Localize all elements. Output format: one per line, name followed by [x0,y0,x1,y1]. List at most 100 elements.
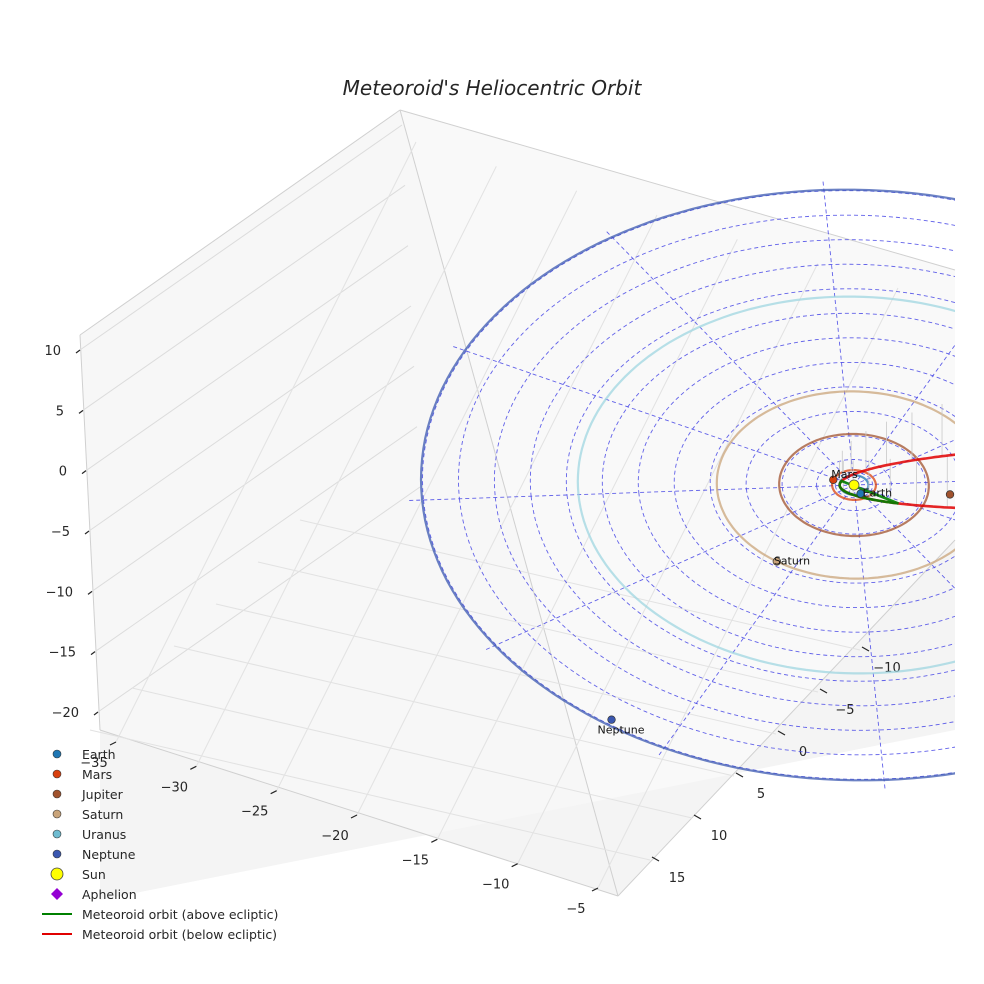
z-tick [78,409,84,414]
orbit-saturn [715,390,955,580]
z-gridline [88,305,412,532]
y-tick-label: 0 [799,745,807,760]
legend-marker [50,867,64,881]
z-tick [75,349,81,354]
z-tick [90,651,96,656]
legend-label: Saturn [82,806,124,822]
legend-symbol [40,824,74,844]
y-tick-label: 10 [711,829,728,844]
x-tick [270,790,277,795]
x-tick-label: −25 [241,805,268,820]
x-gridline [436,239,738,840]
neptune-label: Neptune [598,724,645,737]
legend-label: Uranus [82,826,127,842]
earth-label: Earth [863,487,893,500]
neptune-marker [607,715,616,724]
meteoroid-orbit [838,403,955,510]
z-gridline [91,365,415,592]
pane-edge [399,109,619,897]
x-tick-label: −5 [566,902,585,917]
orbit-neptune [419,188,955,782]
y-gridline [173,645,735,777]
z-tick-label: −15 [49,646,76,661]
legend-symbol [40,924,74,944]
floor-pane [100,540,955,900]
back-pane [80,110,618,896]
chart-title: Meteoroid's Heliocentric Orbit [343,76,643,100]
legend-item: Saturn [40,804,278,824]
legend-symbol [40,744,74,764]
pane-edge [79,109,401,336]
z-tick [93,711,99,716]
z-gridline [79,124,403,351]
x-tick [591,887,599,892]
legend-marker [52,789,62,799]
x-tick [350,814,358,819]
y-tick-label: 5 [757,787,765,802]
x-gridline [517,263,819,864]
x-tick [190,765,197,770]
axis-ticks: 1050−5−10−15−20−35−30−25−20−15−10−5−10−5… [44,344,900,917]
axis-panes [79,109,956,900]
z-tick-label: 10 [44,344,61,359]
z-tick-label: −10 [46,585,73,600]
jupiter-marker [945,490,955,499]
legend-symbol [40,884,74,904]
orbit-jupiter [778,432,930,538]
mars-label: Mars [831,468,858,481]
y-gridline [257,561,819,693]
y-tick [819,688,828,694]
legend-marker [51,888,63,900]
legend-label: Sun [82,866,106,882]
x-tick [431,838,438,843]
z-tick [84,530,90,535]
legend: Earth Mars Jupiter Saturn Uranus Neptune Sun Ap… [40,744,278,944]
y-tick-label: −5 [835,703,854,718]
legend-symbol [40,804,74,824]
x-gridline [115,141,417,743]
legend-item: Meteoroid orbit (above ecliptic) [40,904,278,924]
legend-item: Meteoroid orbit (below ecliptic) [40,924,278,944]
legend-symbol [40,764,74,784]
z-gridline [97,486,421,713]
y-tick-label: 15 [669,871,686,886]
z-tick-label: −5 [51,525,70,540]
saturn-marker [772,557,781,566]
x-tick-label: −35 [80,756,107,771]
legend-item: Mars [40,764,278,784]
z-tick-label: 5 [56,404,64,419]
bodies: Earth Mars Jupiter Saturn Neptune [598,468,955,737]
legend-label: Jupiter [82,786,123,802]
x-tick [511,863,518,868]
z-gridline [94,426,418,653]
planet-orbits [419,188,955,782]
x-tick-label: −30 [161,780,188,795]
meteoroid-orbit-above [838,479,899,505]
x-tick-label: −20 [321,829,348,844]
legend-label: Meteoroid orbit (above ecliptic) [82,906,279,922]
legend-label: Aphelion [82,886,137,902]
y-gridline [89,729,651,861]
x-gridline [356,214,658,816]
x-gridline [597,287,899,889]
legend-item: Aphelion [40,884,278,904]
mars-marker [829,475,838,484]
saturn-label: Saturn [774,554,810,567]
orbit-uranus [576,295,955,675]
y-tick [693,814,702,820]
pane-edge [99,729,619,897]
x-gridline [276,190,578,791]
x-tick-label: −10 [482,878,509,893]
side-pane [400,110,955,896]
x-tick-label: −15 [402,853,429,868]
legend-symbol [40,784,74,804]
legend-marker [52,769,62,779]
y-tick [777,730,786,736]
y-gridline [131,687,693,819]
y-tick [735,772,744,778]
ecliptic-circle [565,288,955,682]
pane-edge [617,539,956,897]
legend-label: Mars [82,766,113,782]
earth-marker [856,489,865,498]
